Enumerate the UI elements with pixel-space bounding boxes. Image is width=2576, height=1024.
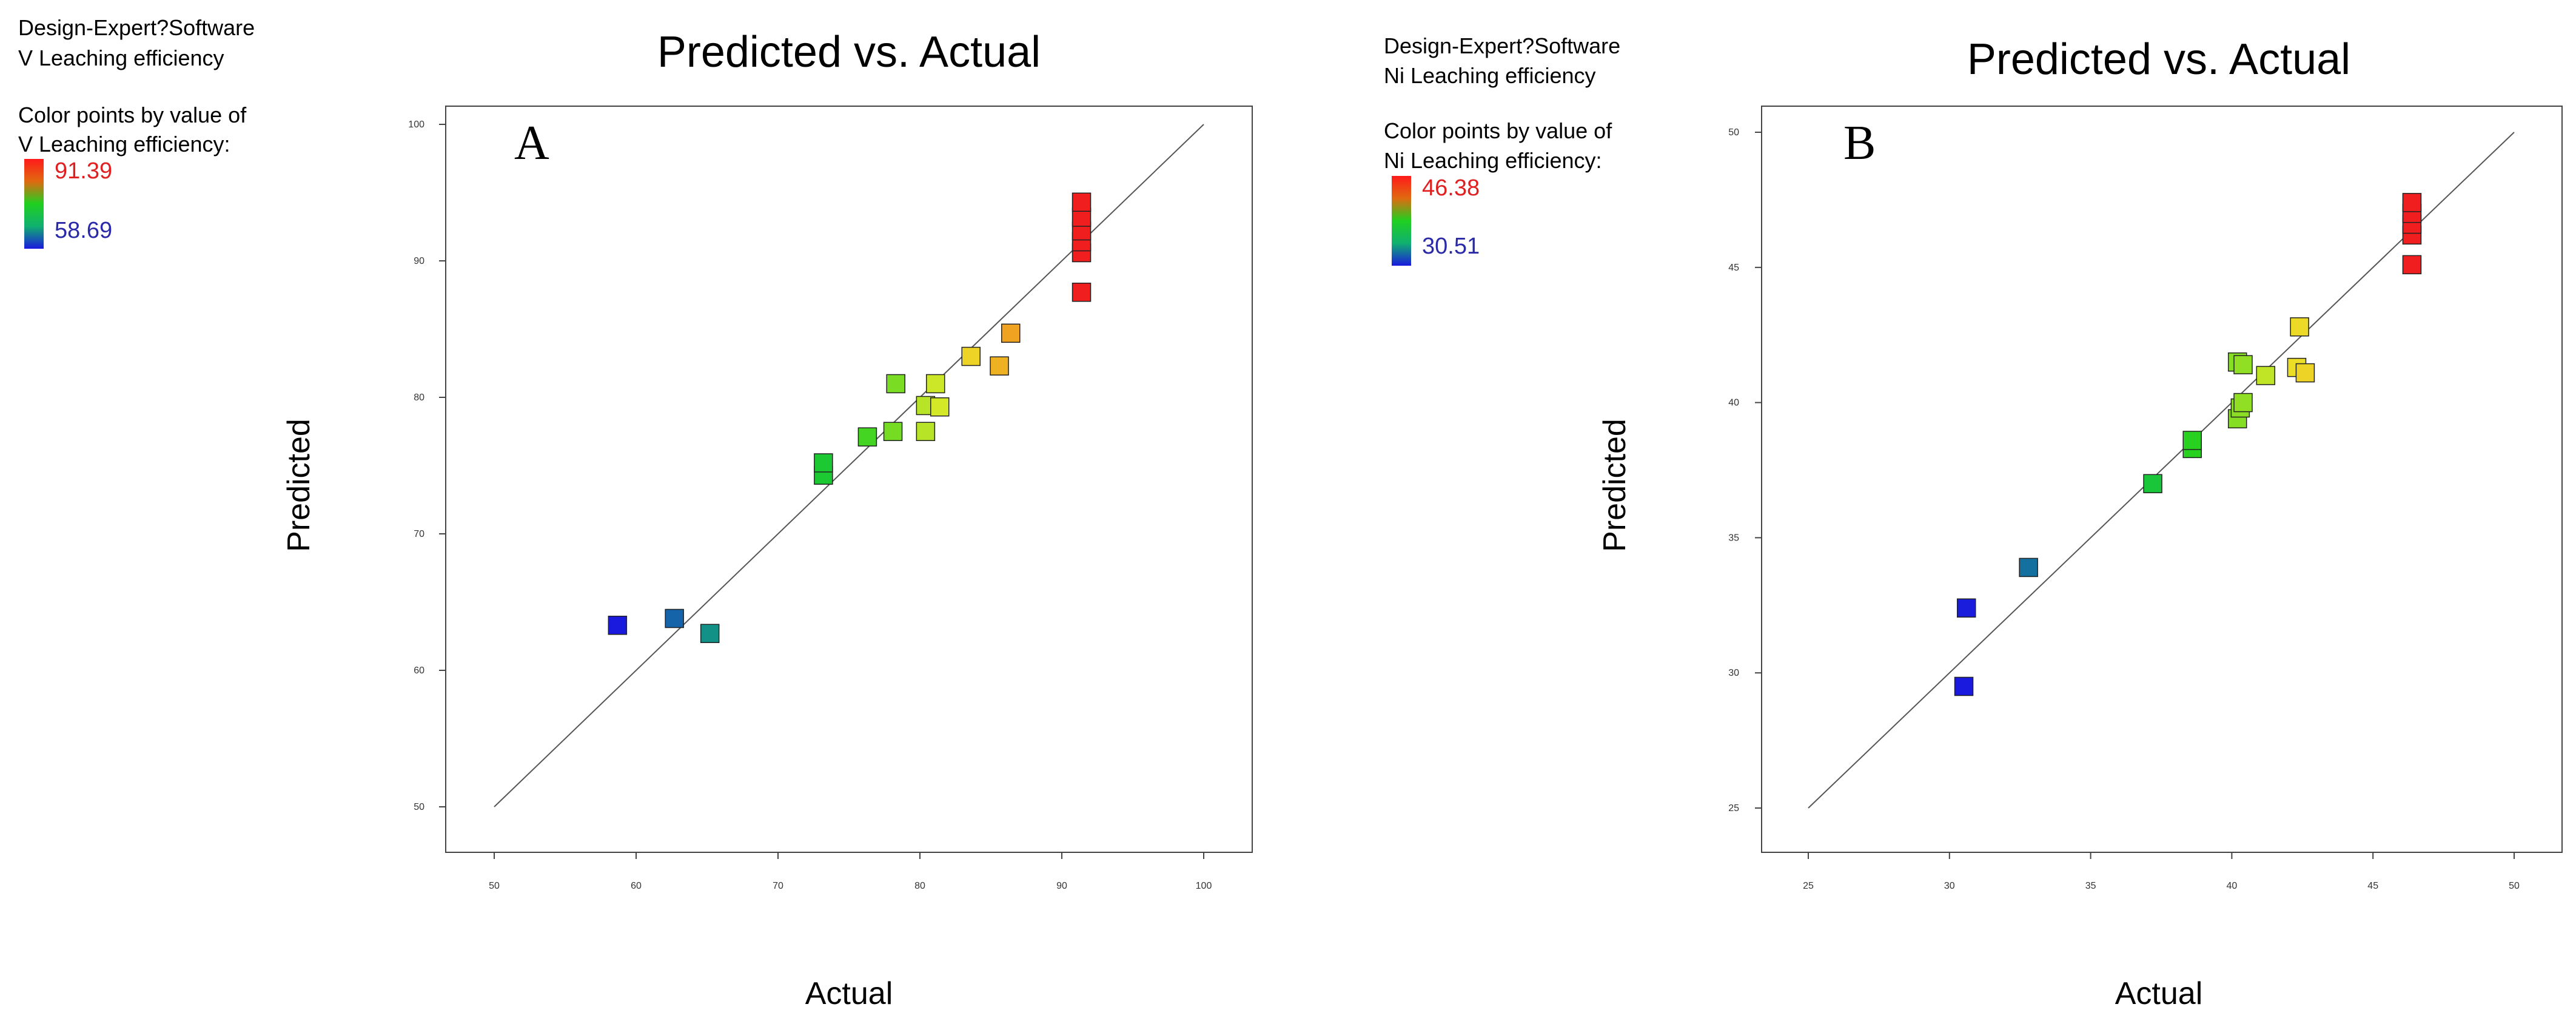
y-tick-label-b: 40: [1728, 398, 1739, 408]
data-point-b-11: [2233, 355, 2253, 374]
data-point-a-12: [930, 397, 950, 417]
data-point-b-12: [2256, 366, 2276, 385]
plot-marks-b: 25 30 35 40 45 50 25 30 35 40 45 50: [1728, 127, 2520, 891]
data-point-b-6: [2182, 431, 2202, 450]
legend-max-b: 46.38: [1422, 175, 1480, 201]
y-tick-label-b: 25: [1728, 803, 1739, 813]
data-point-a-13: [961, 346, 981, 366]
plot-marks-a: 50 60 70 80 90 100 50 60 70 80 90 100: [408, 120, 1212, 891]
data-point-b-20: [2402, 193, 2422, 212]
legend-min-b: 30.51: [1422, 234, 1480, 259]
legend-colorby-line1-a: Color points by value of: [18, 103, 247, 127]
data-point-a-1: [608, 616, 628, 635]
data-point-b-4: [2143, 474, 2162, 494]
data-point-a-11: [925, 374, 945, 394]
panel-a: Design-Expert?Software V Leaching effici…: [18, 15, 1253, 1011]
x-tick-label-b: 35: [2085, 881, 2096, 891]
data-point-a-3: [700, 624, 720, 643]
data-point-a-16: [1072, 283, 1092, 302]
y-tick-label-a: 80: [414, 392, 424, 403]
data-point-b-9: [2233, 392, 2253, 413]
legend-colorby-line1-b: Color points by value of: [1384, 118, 1612, 143]
data-point-b-1: [1954, 676, 1974, 696]
y-tick-label-a: 90: [414, 256, 424, 266]
legend-max-a: 91.39: [55, 158, 112, 184]
y-tick-label-a: 50: [414, 802, 424, 812]
y-tick-label-a: 100: [408, 120, 424, 130]
x-tick-label-b: 50: [2509, 881, 2520, 891]
data-point-a-5: [814, 453, 833, 473]
data-point-b-2: [1956, 598, 1976, 618]
data-point-b-16: [2402, 255, 2422, 275]
plot-frame-a: [445, 106, 1253, 853]
x-tick-label-b: 30: [1944, 881, 1955, 891]
data-point-a-2: [665, 608, 684, 628]
plot-frame-b: [1761, 106, 2563, 853]
legend-b: Design-Expert?Software Ni Leaching effic…: [1384, 33, 1620, 266]
x-tick-label-b: 40: [2227, 881, 2238, 891]
legend-a: Design-Expert?Software V Leaching effici…: [18, 15, 255, 249]
panel-label-b: B: [1843, 116, 1876, 170]
y-tick-label-a: 60: [414, 665, 424, 676]
x-tick-label-a: 100: [1196, 881, 1212, 891]
data-point-a-9: [916, 422, 936, 441]
reference-line-b: [1808, 132, 2515, 809]
data-point-a-7: [883, 422, 903, 441]
y-tick-label-b: 50: [1728, 127, 1739, 138]
color-scale-bar-a: [24, 159, 44, 249]
x-tick-label-b: 45: [2367, 881, 2378, 891]
legend-software-b: Design-Expert?Software: [1384, 33, 1620, 58]
y-axis-label-a: Predicted: [281, 419, 317, 552]
data-point-b-15: [2290, 317, 2309, 337]
panel-label-a: A: [514, 116, 549, 170]
x-tick-label-b: 25: [1803, 881, 1814, 891]
x-tick-label-a: 60: [631, 881, 642, 891]
data-point-a-8: [886, 374, 905, 394]
y-tick-label-b: 35: [1728, 533, 1739, 543]
x-tick-label-a: 50: [489, 881, 500, 891]
y-axis-label-b: Predicted: [1597, 419, 1632, 552]
legend-colorby-line2-b: Ni Leaching efficiency:: [1384, 148, 1602, 173]
legend-software-a: Design-Expert?Software: [18, 15, 255, 40]
x-axis-label-a: Actual: [805, 976, 893, 1011]
x-tick-label-a: 80: [914, 881, 925, 891]
chart-title-b: Predicted vs. Actual: [1967, 35, 2350, 84]
panel-b: Design-Expert?Software Ni Leaching effic…: [1384, 33, 2563, 1011]
y-tick-label-b: 45: [1728, 263, 1739, 273]
data-point-b-14: [2295, 363, 2315, 383]
legend-response-a: V Leaching efficiency: [18, 45, 224, 70]
chart-title-a: Predicted vs. Actual: [657, 28, 1041, 76]
data-point-a-14: [990, 356, 1009, 376]
legend-min-a: 58.69: [55, 218, 112, 243]
data-point-a-6: [857, 427, 877, 446]
color-scale-bar-b: [1392, 176, 1411, 266]
x-tick-label-a: 70: [773, 881, 783, 891]
legend-colorby-line2-a: V Leaching efficiency:: [18, 132, 230, 157]
x-tick-label-a: 90: [1056, 881, 1067, 891]
data-point-b-3: [2019, 557, 2038, 578]
x-axis-label-b: Actual: [2115, 976, 2203, 1011]
y-tick-label-b: 30: [1728, 668, 1739, 678]
data-point-a-15: [1001, 323, 1021, 343]
data-point-a-21: [1072, 192, 1092, 212]
y-tick-label-a: 70: [414, 529, 424, 539]
reference-line-a: [494, 124, 1204, 807]
legend-response-b: Ni Leaching efficiency: [1384, 63, 1596, 88]
